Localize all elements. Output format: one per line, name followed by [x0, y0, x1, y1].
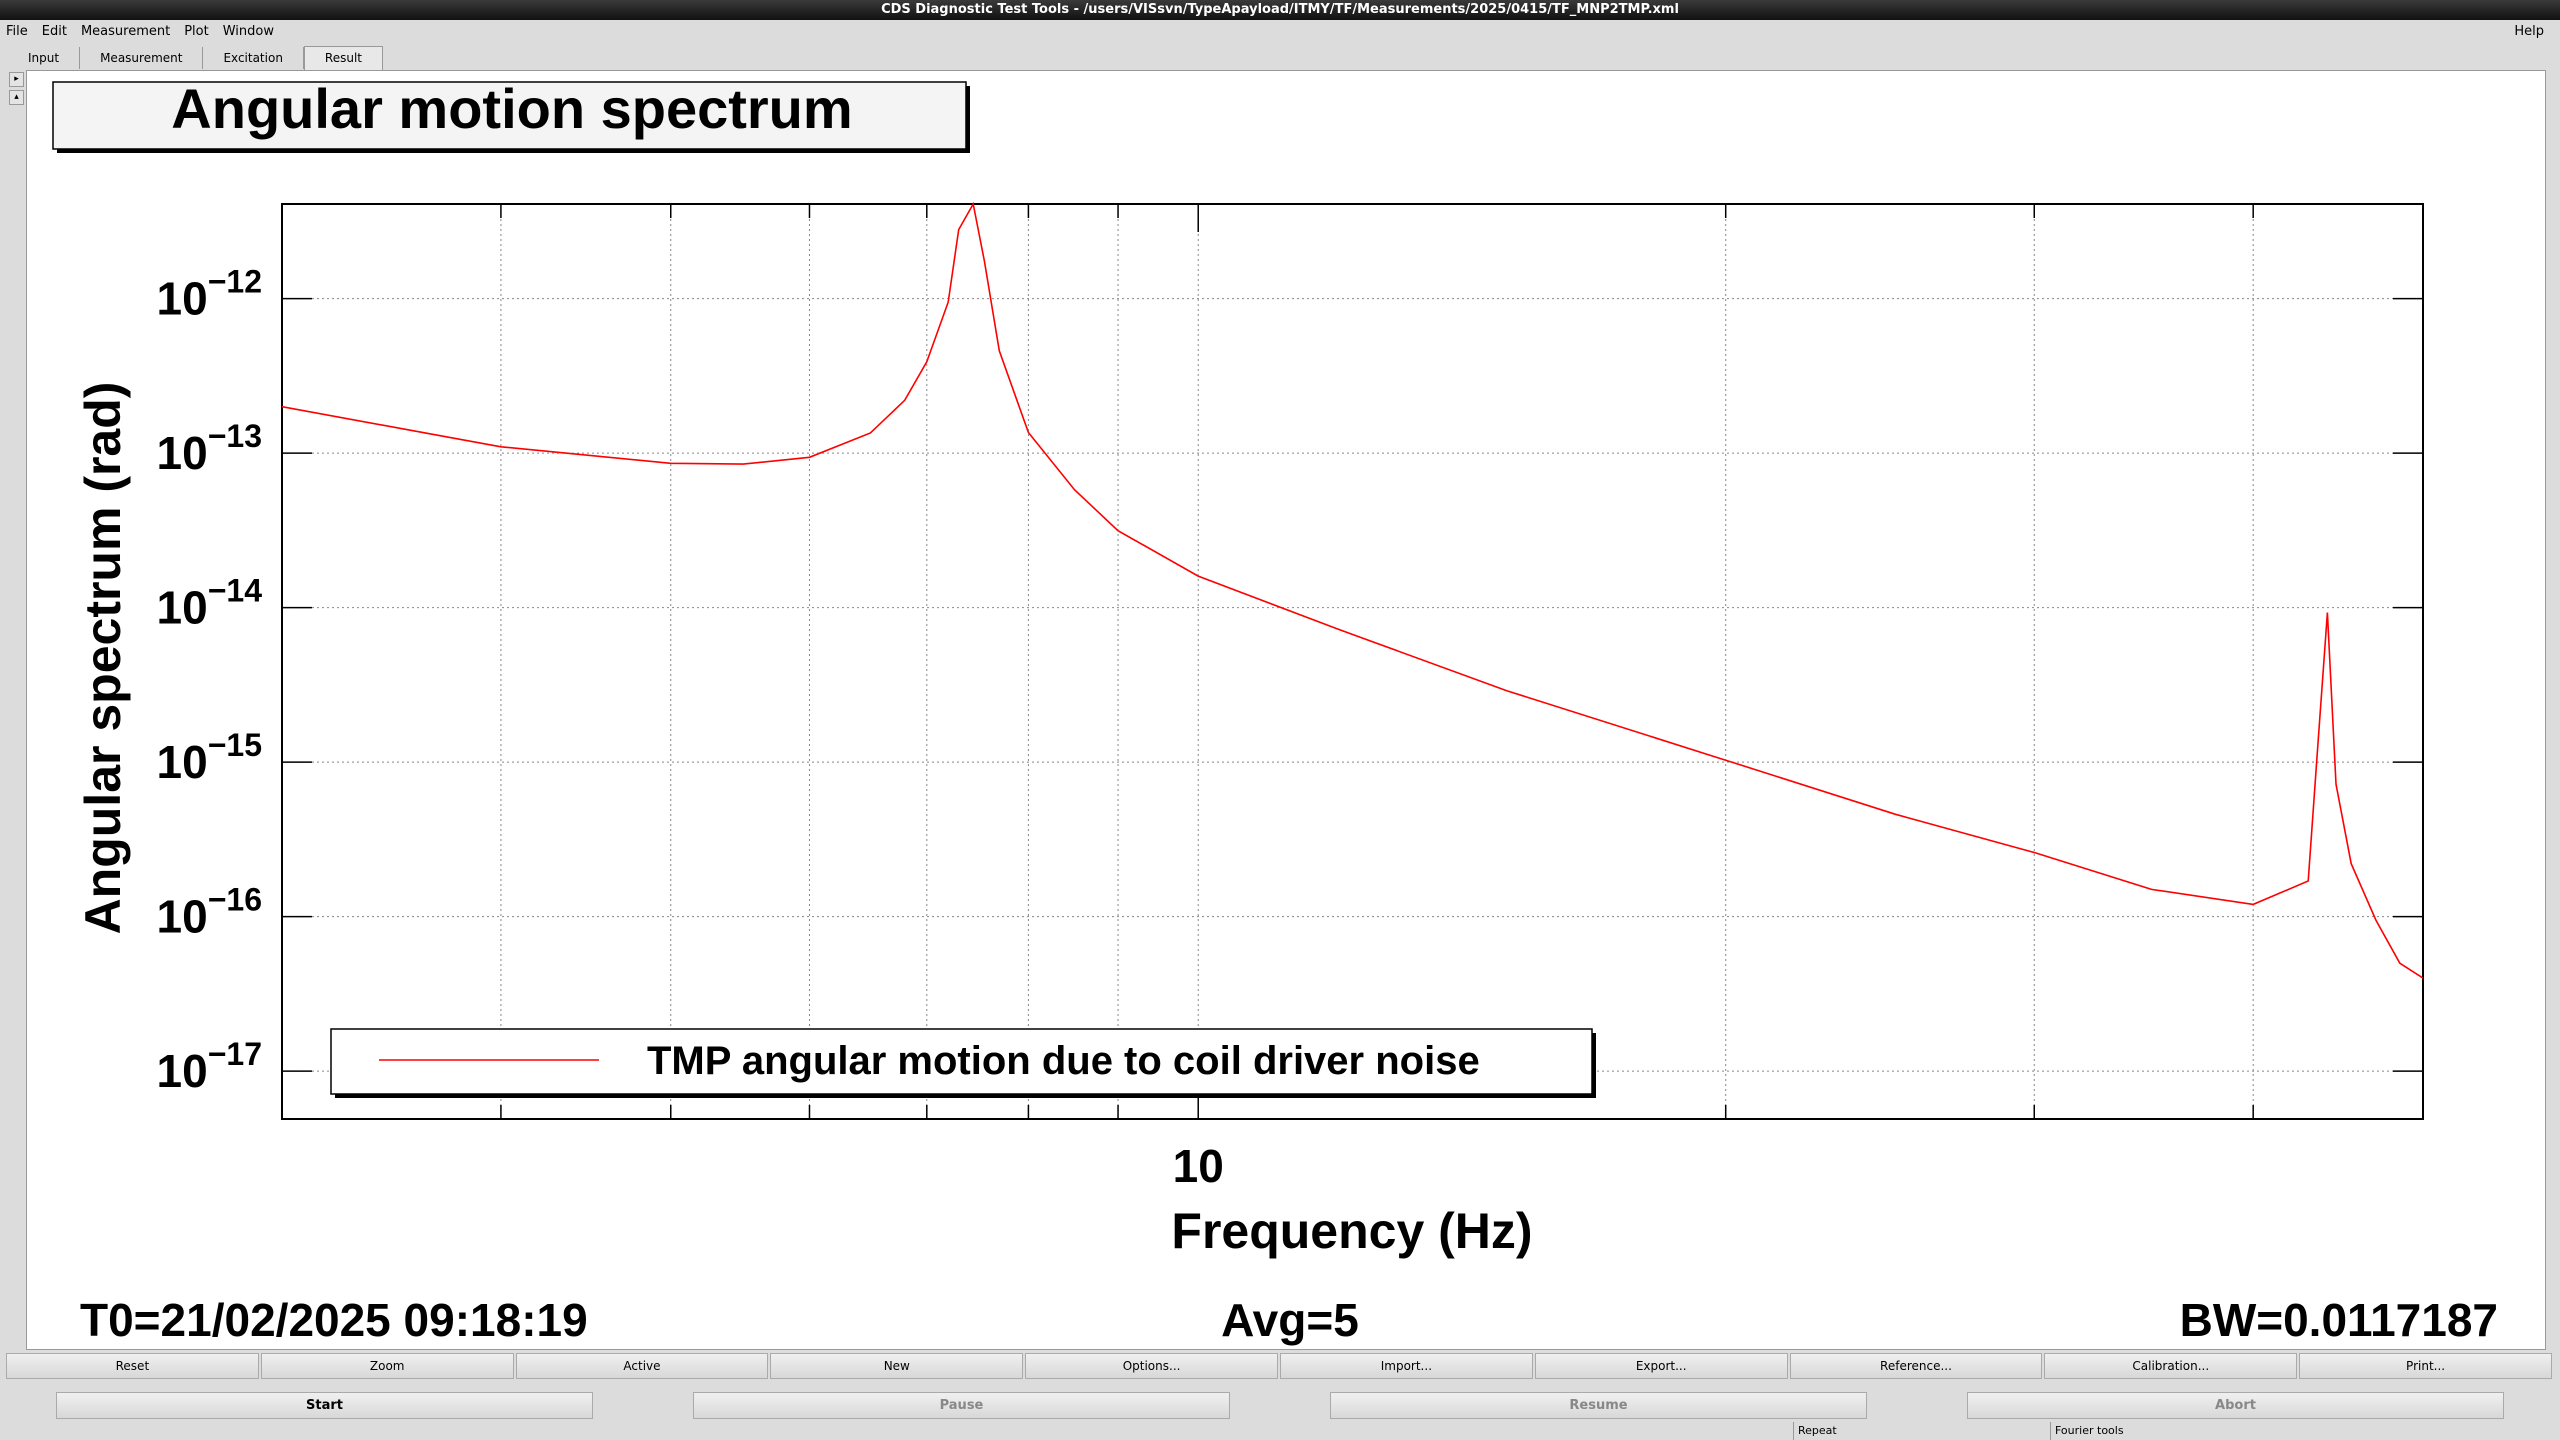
button[interactable]: Print...	[2299, 1353, 2552, 1379]
menu-item[interactable]: File	[6, 24, 28, 39]
y-tick-exponent: −17	[208, 1036, 262, 1072]
y-tick-label: 10−14	[157, 573, 263, 634]
y-tick-exponent: −14	[208, 573, 262, 609]
control-buttons: Start Pause Resume Abort	[6, 1392, 2554, 1419]
scroll-button[interactable]: ▴	[9, 90, 24, 105]
y-tick-label: 10−13	[157, 418, 262, 479]
y-tick-label: 10−17	[157, 1036, 262, 1097]
button[interactable]: Resume	[1330, 1392, 1867, 1419]
menu-item[interactable]: Window	[222, 24, 274, 39]
y-axis-label: Angular spectrum (rad)	[75, 382, 131, 935]
y-tick-exponent: −12	[208, 264, 262, 300]
status-bar: Repeat Fourier tools	[0, 1422, 2560, 1440]
y-tick-base: 10	[157, 427, 208, 479]
y-tick-label: 10−16	[157, 882, 262, 943]
chart-title: Angular motion spectrum	[171, 77, 852, 140]
footer-bw: BW=0.0117187	[2180, 1294, 2498, 1346]
status-field: Fourier tools	[2050, 1422, 2124, 1440]
y-tick-base: 10	[157, 891, 208, 943]
x-axis-label: Frequency (Hz)	[1171, 1203, 1532, 1259]
y-tick-exponent: −15	[208, 727, 262, 763]
window-title: CDS Diagnostic Test Tools - /users/VISsv…	[0, 0, 2560, 20]
y-tick-base: 10	[157, 736, 208, 788]
status-field: Repeat	[1793, 1422, 1837, 1440]
menu-item[interactable]: Plot	[184, 24, 209, 39]
y-tick-base: 10	[157, 1045, 208, 1097]
title-box	[52, 81, 967, 150]
y-tick-base: 10	[157, 273, 208, 325]
tab[interactable]: Measurement	[80, 47, 204, 69]
button[interactable]: Reference...	[1789, 1353, 2043, 1379]
button[interactable]: Start	[56, 1392, 593, 1419]
menu-item[interactable]: Measurement	[80, 24, 171, 39]
button[interactable]: Export...	[1534, 1353, 1788, 1379]
menu-item[interactable]: Edit	[41, 24, 67, 39]
tab[interactable]: Excitation	[203, 47, 304, 69]
y-tick-label: 10−15	[157, 727, 262, 788]
tab-bar: Input Measurement Excitation Result	[8, 46, 383, 71]
legend-label: TMP angular motion due to coil driver no…	[647, 1039, 1480, 1083]
menu-bar: File Edit Measurement Plot Window Help	[0, 20, 2560, 44]
footer-t0: T0=21/02/2025 09:18:19	[80, 1294, 588, 1346]
y-tick-label: 10−12	[157, 264, 262, 325]
y-tick-exponent: −16	[208, 882, 262, 918]
y-tick-exponent: −13	[208, 418, 262, 454]
legend-box	[330, 1028, 1593, 1095]
button[interactable]: Reset	[6, 1353, 259, 1379]
button[interactable]: Abort	[1967, 1392, 2504, 1419]
button[interactable]: Zoom	[260, 1353, 514, 1379]
scroll-button[interactable]: ▸	[9, 72, 24, 87]
button[interactable]: Active	[515, 1353, 769, 1379]
button[interactable]: Pause	[693, 1392, 1230, 1419]
plot-frame	[281, 203, 2424, 1120]
tab[interactable]: Input	[8, 47, 81, 69]
footer-avg: Avg=5	[1221, 1294, 1359, 1346]
plot-buttons: Reset Zoom Active New Options... Import... Exp…	[6, 1353, 2554, 1379]
plot-panel	[26, 70, 2546, 1350]
button[interactable]: New	[770, 1353, 1024, 1379]
button[interactable]: Import...	[1279, 1353, 1533, 1379]
series-line	[281, 201, 2424, 979]
button[interactable]: Options...	[1025, 1353, 1278, 1379]
y-tick-base: 10	[157, 582, 208, 634]
x-tick-label: 10	[1173, 1140, 1224, 1192]
button[interactable]: Calibration...	[2044, 1353, 2298, 1379]
tab[interactable]: Result	[303, 46, 383, 71]
menu-help[interactable]: Help	[2514, 24, 2544, 39]
